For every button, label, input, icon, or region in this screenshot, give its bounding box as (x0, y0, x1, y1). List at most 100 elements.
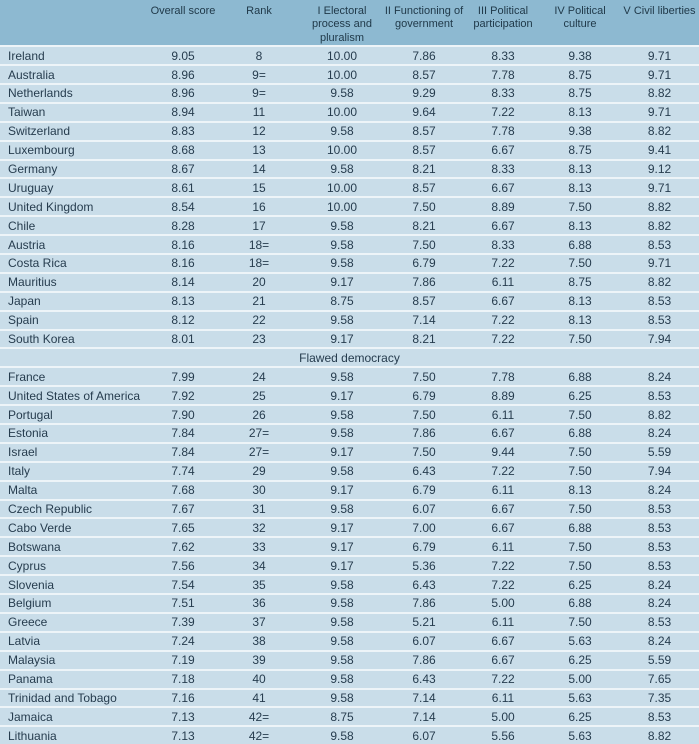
score-cell: 8.24 (620, 593, 699, 613)
score-cell: 7.00 (382, 517, 466, 538)
score-cell: 9.38 (540, 120, 620, 141)
score-cell: 8.21 (382, 215, 466, 236)
score-cell: 6.67 (466, 139, 540, 160)
score-cell: 6.88 (540, 593, 620, 613)
score-cell: 9.44 (466, 441, 540, 462)
score-cell: 8.83 (150, 120, 216, 141)
score-cell: 5.00 (466, 593, 540, 613)
country-cell: Malaysia (0, 649, 150, 670)
score-cell: 7.50 (382, 441, 466, 462)
score-cell: 9.58 (302, 120, 382, 141)
column-header-rank: Rank (216, 0, 302, 47)
table-row: Netherlands 8.96 9= 9.58 9.29 8.33 8.75 8.82 (0, 83, 699, 103)
score-cell: 8.53 (620, 706, 699, 727)
country-cell: Panama (0, 668, 150, 689)
score-cell: 7.14 (382, 309, 466, 330)
score-cell: 25 (216, 385, 302, 406)
table-row: Switzerland 8.83 12 9.58 8.57 7.78 9.38 8.82 (0, 120, 699, 141)
score-cell: 6.79 (382, 253, 466, 273)
country-cell: Mauritius (0, 271, 150, 292)
table-row: Australia 8.96 9= 10.00 8.57 7.78 8.75 9.71 (0, 64, 699, 84)
score-cell: 39 (216, 649, 302, 670)
score-cell: 26 (216, 404, 302, 425)
score-cell: 9.58 (302, 234, 382, 255)
score-cell: 8.53 (620, 536, 699, 557)
score-cell: 18= (216, 253, 302, 273)
country-cell: Botswana (0, 536, 150, 557)
country-cell: Japan (0, 290, 150, 311)
score-cell: 8.53 (620, 234, 699, 255)
score-cell: 8.53 (620, 517, 699, 538)
score-cell: 12 (216, 120, 302, 141)
table-row: Czech Republic 7.67 31 9.58 6.07 6.67 7.50 8.53 (0, 498, 699, 519)
country-cell: Cabo Verde (0, 517, 150, 538)
score-cell: 9.58 (302, 460, 382, 481)
country-cell: Germany (0, 158, 150, 179)
score-cell: 9.12 (620, 158, 699, 179)
column-header-functioning-of-government: II Functioning of government (382, 0, 466, 47)
score-cell: 6.11 (466, 404, 540, 425)
score-cell: 8.24 (620, 574, 699, 595)
score-cell: 30 (216, 479, 302, 500)
score-cell: 6.79 (382, 536, 466, 557)
score-cell: 33 (216, 536, 302, 557)
score-cell: 8.13 (540, 158, 620, 179)
score-cell: 6.79 (382, 479, 466, 500)
score-cell: 9.58 (302, 687, 382, 708)
score-cell: 27= (216, 423, 302, 443)
score-cell: 9.58 (302, 253, 382, 273)
score-cell: 9.58 (302, 725, 382, 744)
score-cell: 7.50 (382, 404, 466, 425)
country-cell: Switzerland (0, 120, 150, 141)
score-cell: 7.13 (150, 706, 216, 727)
score-cell: 9.17 (302, 479, 382, 500)
score-cell: 9.58 (302, 630, 382, 651)
score-cell: 29 (216, 460, 302, 481)
score-cell: 7.22 (466, 668, 540, 689)
score-cell: 5.63 (540, 725, 620, 744)
score-cell: 8.21 (382, 158, 466, 179)
score-cell: 7.54 (150, 574, 216, 595)
score-cell: 8.82 (620, 725, 699, 744)
score-cell: 6.07 (382, 630, 466, 651)
score-cell: 7.22 (466, 328, 540, 349)
score-cell: 8.57 (382, 290, 466, 311)
table-row: Costa Rica 8.16 18= 9.58 6.79 7.22 7.50 9.71 (0, 253, 699, 273)
country-cell: Luxembourg (0, 139, 150, 160)
score-cell: 7.19 (150, 649, 216, 670)
score-cell: 22 (216, 309, 302, 330)
score-cell: 10.00 (302, 101, 382, 122)
score-cell: 9.58 (302, 83, 382, 103)
score-cell: 9.71 (620, 253, 699, 273)
score-cell: 21 (216, 290, 302, 311)
score-cell: 8.82 (620, 120, 699, 141)
score-cell: 7.22 (466, 101, 540, 122)
score-cell: 9.58 (302, 574, 382, 595)
score-cell: 9.58 (302, 423, 382, 443)
table-row: Belgium 7.51 36 9.58 7.86 5.00 6.88 8.24 (0, 593, 699, 613)
score-cell: 8.16 (150, 234, 216, 255)
score-cell: 6.11 (466, 479, 540, 500)
table-row: Luxembourg 8.68 13 10.00 8.57 6.67 8.75 9.41 (0, 139, 699, 160)
score-cell: 6.67 (466, 517, 540, 538)
table-row: Greece 7.39 37 9.58 5.21 6.11 7.50 8.53 (0, 611, 699, 632)
section-header-row: Flawed democracy (0, 347, 699, 368)
score-cell: 7.56 (150, 555, 216, 576)
table-row: Cyprus 7.56 34 9.17 5.36 7.22 7.50 8.53 (0, 555, 699, 576)
score-cell: 10.00 (302, 139, 382, 160)
country-cell: Malta (0, 479, 150, 500)
score-cell: 7.50 (540, 498, 620, 519)
score-cell: 40 (216, 668, 302, 689)
table-row: Taiwan 8.94 11 10.00 9.64 7.22 8.13 9.71 (0, 101, 699, 122)
score-cell: 9.17 (302, 441, 382, 462)
score-cell: 9.38 (540, 45, 620, 66)
score-cell: 9.58 (302, 498, 382, 519)
score-cell: 5.59 (620, 441, 699, 462)
score-cell: 7.51 (150, 593, 216, 613)
score-cell: 7.90 (150, 404, 216, 425)
country-cell: Czech Republic (0, 498, 150, 519)
score-cell: 9.71 (620, 45, 699, 66)
table-row: Uruguay 8.61 15 10.00 8.57 6.67 8.13 9.71 (0, 177, 699, 198)
score-cell: 9= (216, 83, 302, 103)
score-cell: 6.11 (466, 687, 540, 708)
